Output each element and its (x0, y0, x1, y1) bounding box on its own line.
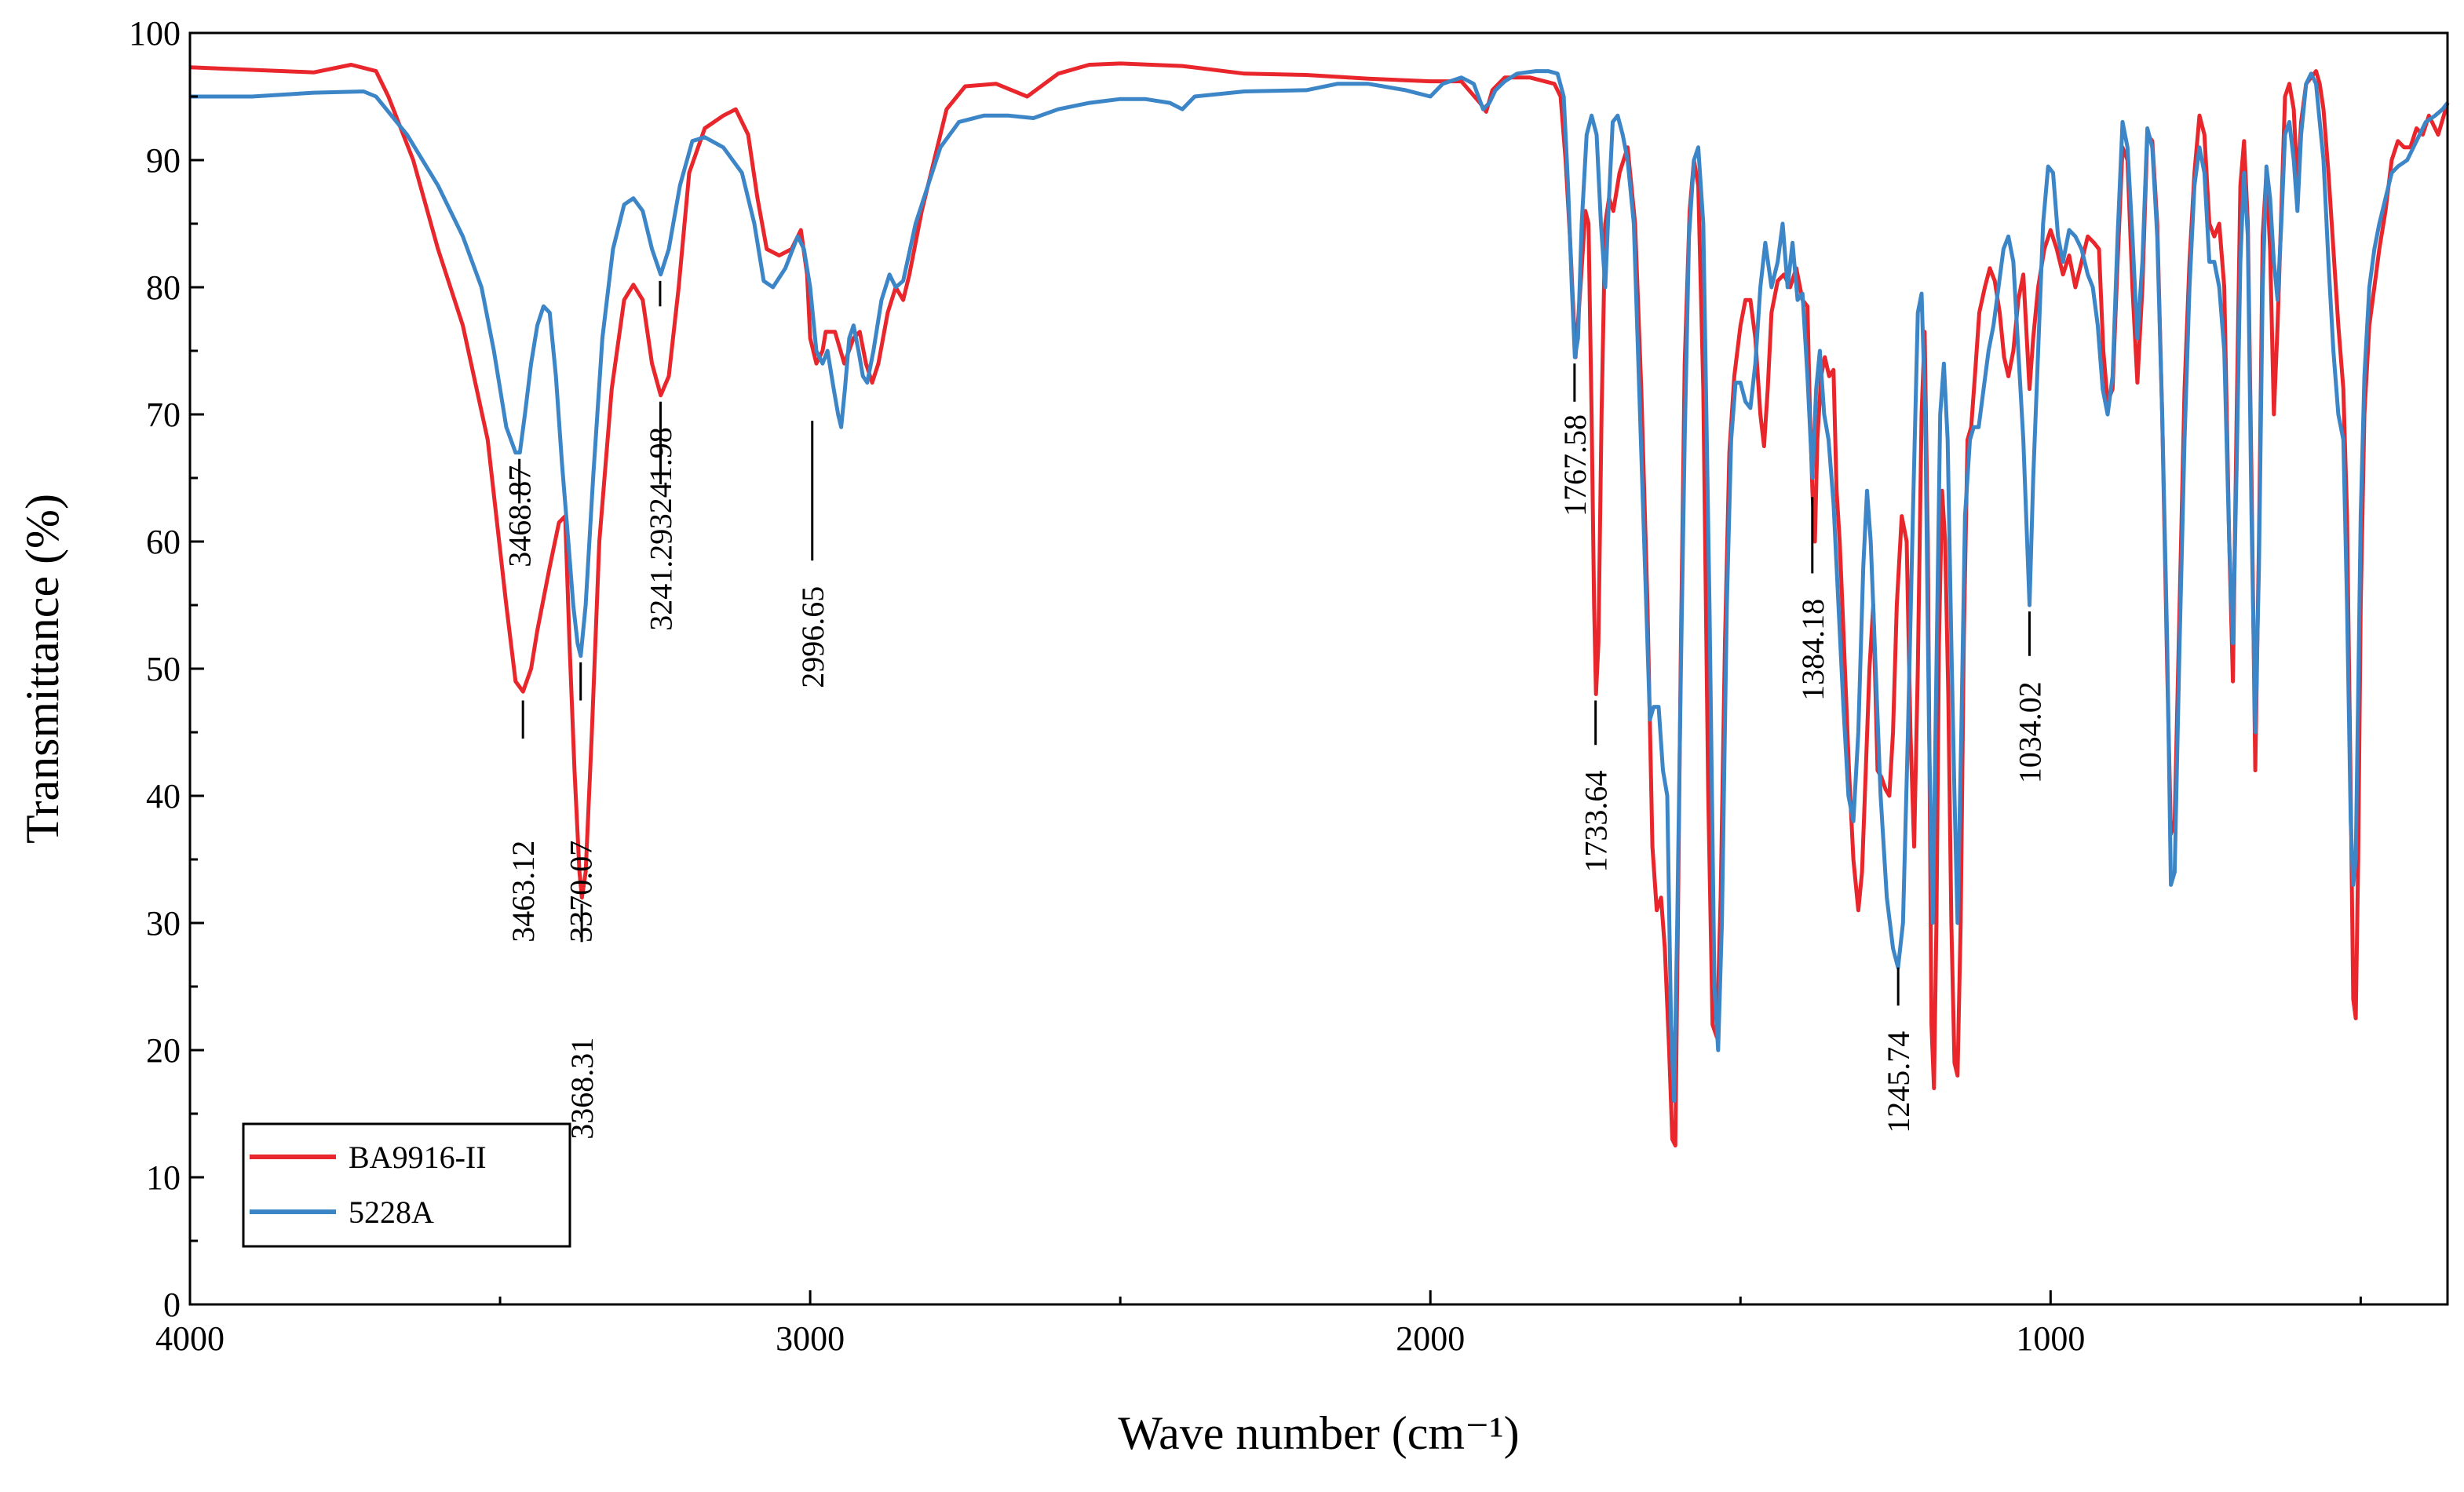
y-tick-label: 20 (146, 1031, 181, 1070)
plot-lines (189, 61, 2450, 1147)
x-tick-label: 1000 (2016, 1319, 2085, 1358)
legend-box (242, 1122, 571, 1248)
y-tick-label: 90 (146, 141, 181, 180)
y-tick-label: 30 (146, 904, 181, 943)
peak-label-1034-02: 1034.02 (2013, 681, 2048, 783)
peak-label-3368-31: 3368.31 (564, 1038, 600, 1140)
legend-label-5228a: 5228A (349, 1195, 434, 1230)
y-tick-label: 60 (146, 523, 181, 561)
y-tick-label: 50 (146, 650, 181, 688)
series-line-5228a (190, 69, 2449, 1103)
peak-label-3241-98: 3241.98 (643, 427, 678, 529)
y-tick-label: 10 (146, 1158, 181, 1197)
peak-label-1245-74: 1245.74 (1881, 1031, 1916, 1133)
x-axis-title: Wave number (cm⁻¹) (1118, 1407, 1519, 1459)
y-tick-label: 0 (163, 1286, 181, 1324)
peak-label-3468-87: 3468.87 (502, 465, 538, 567)
x-tick-label: 2000 (1396, 1319, 1465, 1358)
peak-label-1733-64: 1733.64 (1579, 771, 1614, 873)
y-tick-label: 40 (146, 777, 181, 815)
plot-frame (188, 31, 2449, 1306)
legend: BA9916-II 5228A (242, 1122, 571, 1248)
y-tick-label: 70 (146, 396, 181, 434)
peak-label-3463-12: 3463.12 (506, 841, 541, 943)
axis-ticks: 4000 3000 2000 1000 0 10 20 30 40 50 60 70 80 90 100 (129, 14, 2362, 1358)
peak-label-2996-65: 2996.65 (795, 586, 830, 688)
x-tick-label: 4000 (155, 1319, 224, 1358)
y-axis-title: Transmittance (%) (16, 494, 68, 844)
peak-label-1384-18: 1384.18 (1795, 599, 1831, 701)
series-line-ba9916-ii (189, 61, 2450, 1147)
peak-label-1767-58: 1767.58 (1557, 414, 1593, 516)
x-tick-label: 3000 (776, 1319, 845, 1358)
peak-label-3241-29: 3241.29 (644, 529, 679, 631)
y-tick-label: 80 (146, 268, 181, 307)
legend-label-ba9916-ii: BA9916-II (349, 1140, 487, 1175)
y-tick-label: 100 (129, 14, 181, 53)
